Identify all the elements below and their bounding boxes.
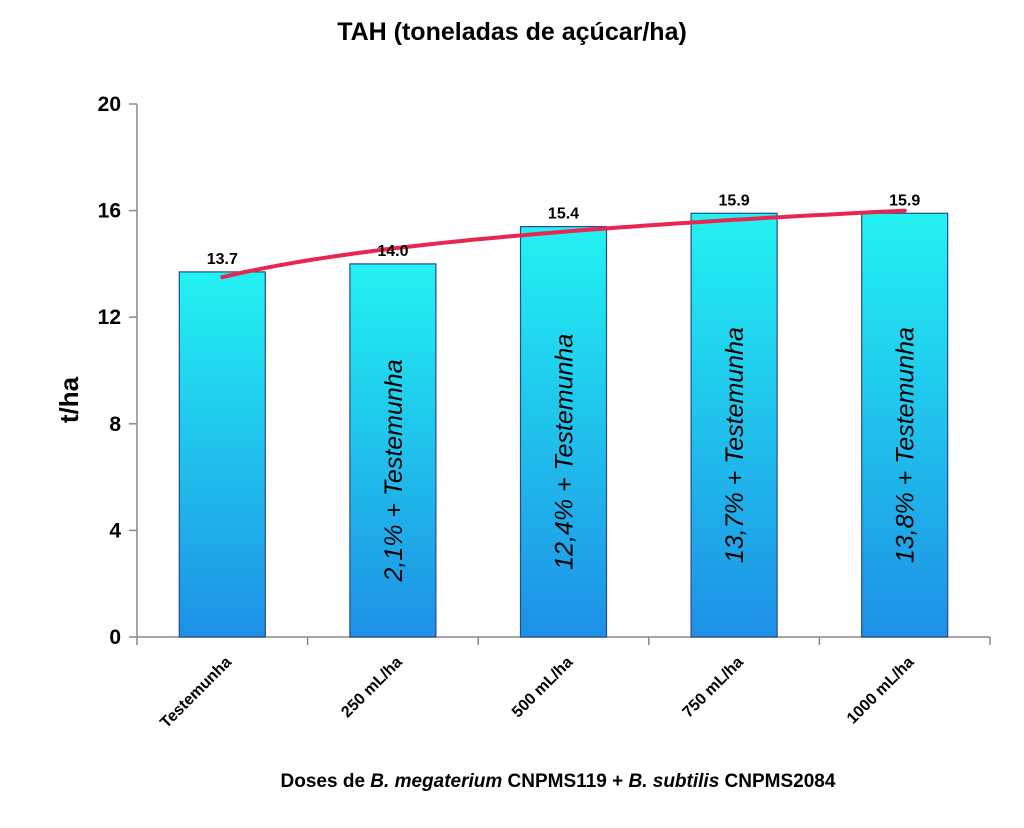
x-tick-label: 1000 mL/ha — [844, 654, 918, 728]
x-axis-label-part: B. megaterium — [370, 771, 502, 792]
data-label: 15.4 — [548, 206, 579, 223]
x-tick-label: 500 mL/ha — [509, 654, 576, 721]
y-tick-label: 8 — [109, 413, 121, 436]
x-tick-label: 750 mL/ha — [680, 654, 747, 721]
chart-title: TAH (toneladas de açúcar/ha) — [337, 18, 687, 46]
bar-annotation: 13,7% + Testemunha — [721, 327, 749, 563]
y-tick-label: 4 — [109, 519, 121, 542]
bar-annotation: 12,4% + Testemunha — [551, 334, 579, 570]
x-axis-label-part: Doses de — [281, 771, 371, 792]
y-tick-label: 12 — [98, 306, 121, 329]
x-axis-label-part: B. subtilis — [628, 771, 719, 792]
bar-5 — [861, 212, 949, 638]
bar-2 — [349, 263, 437, 638]
y-tick-label: 0 — [109, 626, 121, 649]
bar-annotation: 13,8% + Testemunha — [892, 327, 920, 563]
bar-4 — [690, 212, 778, 638]
y-tick-label: 20 — [98, 93, 121, 116]
x-axis-label: Doses de B. megaterium CNPMS119 + B. sub… — [281, 771, 836, 792]
y-tick-label: 16 — [98, 200, 121, 223]
y-axis-label: t/ha — [54, 376, 84, 423]
trend-line — [220, 208, 907, 280]
data-label: 15.9 — [719, 192, 750, 209]
bar-1 — [178, 271, 266, 638]
data-label: 15.9 — [889, 192, 920, 209]
x-axis-label-part: CNPMS119 + — [502, 771, 628, 792]
bar-annotation: 2,1% + Testemunha — [380, 359, 408, 582]
x-axis-label-part: CNPMS2084 — [719, 771, 836, 792]
plot-area: 0 4 8 12 16 20 — [98, 93, 991, 649]
x-tick-label: Testemunha — [157, 654, 235, 732]
x-tick-label: 250 mL/ha — [338, 654, 405, 721]
bar-3 — [519, 225, 608, 638]
data-label: 14.0 — [377, 243, 408, 260]
data-label: 13.7 — [207, 251, 238, 268]
